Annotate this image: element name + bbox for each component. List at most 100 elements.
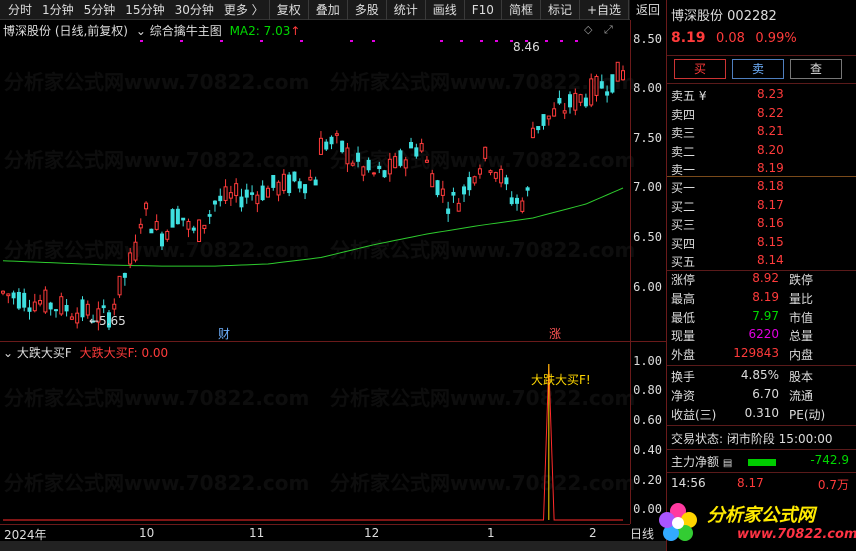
candle-body (477, 168, 482, 175)
bid-row[interactable]: 买五 8.14 (671, 253, 853, 272)
ask-row[interactable]: 卖三 8.21 (671, 124, 853, 143)
ask-row[interactable]: 卖五 ¥ 8.23 (671, 87, 853, 106)
candle-body (80, 299, 85, 318)
candle-body (260, 185, 265, 201)
stat-label: 净资 (671, 388, 696, 403)
candle-body (43, 289, 48, 313)
quote-panel: 博深股份 002282 8.19 0.08 0.99% 买 卖 查 卖五 ¥ 8.… (659, 0, 856, 551)
x-tick: 11 (249, 526, 265, 540)
ask-label: 卖五 ¥ (671, 89, 707, 103)
expand-icon[interactable]: ⤢ (604, 23, 613, 36)
signal-dot (372, 40, 375, 42)
tool-zixuan[interactable]: +自选 (578, 0, 628, 20)
candle-body (356, 152, 361, 162)
marker-zhang[interactable]: 涨 (549, 327, 562, 341)
candle-body (16, 291, 21, 309)
candle-body (546, 115, 551, 120)
indicator-chart[interactable]: 分析家公式网www.70822.com 分析家公式网www.70822.com … (0, 341, 635, 524)
candle-body (69, 316, 74, 320)
stat-value: 8.19 (752, 289, 779, 304)
stat-label: 涨停 (671, 273, 696, 287)
tool-tongji[interactable]: 统计 (385, 0, 425, 20)
period-1min[interactable]: 1分钟 (42, 3, 74, 17)
watermark: 分析家公式网www.70822.com (330, 471, 636, 495)
signal-dot (300, 40, 303, 42)
y-tick: 6.00 (633, 280, 662, 294)
candle-body (38, 299, 43, 305)
stat-label-2: 量比 (789, 291, 814, 306)
candle-body (345, 147, 350, 165)
chevron-down-icon[interactable]: ⌄ (135, 24, 146, 38)
stat-row: 最高 8.19 量比 (671, 290, 853, 309)
candle-body (303, 184, 308, 194)
divider (667, 472, 856, 473)
logo-area: 分析家公式网 www.70822.com (659, 495, 856, 551)
divider (667, 425, 856, 426)
candle-body (493, 172, 498, 179)
bottom-tab-strip[interactable] (0, 541, 666, 551)
bid-row[interactable]: 买三 8.16 (671, 216, 853, 235)
trade-status: 交易状态: 闭市阶段 15:00:00 (671, 432, 833, 446)
ask-row[interactable]: 卖四 8.22 (671, 106, 853, 125)
divider (667, 176, 856, 177)
period-more[interactable]: 更多 〉 (223, 3, 264, 17)
tool-f10[interactable]: F10 (463, 0, 501, 20)
candle-body (202, 224, 207, 230)
candle-body (1, 290, 5, 294)
y-tick: 0.60 (633, 413, 662, 427)
indicator-y-axis: 1.00 0.80 0.60 0.40 0.20 0.00 (630, 341, 666, 524)
main-y-axis: 8.50 8.00 7.50 7.00 6.50 6.00 (630, 20, 666, 341)
candle-body (340, 140, 345, 153)
tool-duogu[interactable]: 多股 (346, 0, 386, 20)
period-fenshi[interactable]: 分时 (8, 3, 33, 17)
bid-row[interactable]: 买四 8.15 (671, 235, 853, 254)
buy-button[interactable]: 买 (674, 59, 726, 79)
tool-huaxian[interactable]: 画线 (424, 0, 464, 20)
watermark: 分析家公式网www.70822.com (330, 238, 636, 262)
query-button[interactable]: 查 (790, 59, 842, 79)
tool-jiankuang[interactable]: 简框 (500, 0, 540, 20)
tool-biaoji[interactable]: 标记 (539, 0, 579, 20)
y-tick: 8.50 (633, 32, 662, 46)
bid-row[interactable]: 买二 8.17 (671, 198, 853, 217)
signal-dot (525, 40, 528, 42)
ask-row[interactable]: 卖一 8.19 (671, 161, 853, 180)
signal-dot (180, 40, 183, 42)
candle-body (605, 91, 610, 96)
sell-button[interactable]: 卖 (732, 59, 784, 79)
tool-fanhui[interactable]: 返回 (628, 0, 667, 20)
low-price-label: ←5.65 (89, 314, 126, 328)
candle-body (297, 181, 302, 189)
candle-body (361, 166, 366, 176)
candle-body (292, 171, 297, 182)
candle-body (186, 220, 191, 230)
stat-label: 收益(三) (671, 407, 717, 422)
period-label[interactable]: 日线 (630, 527, 655, 541)
bid-row[interactable]: 买一 8.18 (671, 179, 853, 198)
watermark: 分析家公式网www.70822.com (330, 386, 636, 410)
ask-price: 8.19 (757, 161, 784, 175)
candle-body (488, 170, 493, 173)
chevron-down-icon[interactable]: ⌄ (3, 346, 14, 360)
period-5min[interactable]: 5分钟 (83, 3, 116, 17)
list-icon[interactable]: ▤ (722, 458, 733, 469)
main-chart[interactable]: 分析家公式网www.70822.com 分析家公式网www.70822.com … (0, 20, 635, 341)
ask-row[interactable]: 卖二 8.20 (671, 143, 853, 162)
indicator-name[interactable]: 综合擒牛主图 (149, 24, 222, 38)
tool-diejia[interactable]: 叠加 (307, 0, 347, 20)
ask-label: 卖三 (671, 126, 696, 140)
period-15min[interactable]: 15分钟 (125, 3, 165, 17)
candle-body (371, 172, 376, 175)
marker-cai[interactable]: 财 (218, 327, 231, 341)
candle-body (313, 179, 318, 186)
candle-body (430, 173, 435, 188)
diamond-icon[interactable]: ◇ (584, 23, 593, 36)
tool-fuquan[interactable]: 复权 (268, 0, 308, 20)
stat-row: 净资 6.70 流通 (671, 387, 853, 406)
period-30min[interactable]: 30分钟 (174, 3, 214, 17)
indicator-title[interactable]: 大跌大买F (16, 346, 72, 360)
candle-body (281, 173, 286, 191)
y-tick: 0.80 (633, 383, 662, 397)
bid-price: 8.17 (757, 197, 784, 212)
candle-body (525, 187, 530, 191)
